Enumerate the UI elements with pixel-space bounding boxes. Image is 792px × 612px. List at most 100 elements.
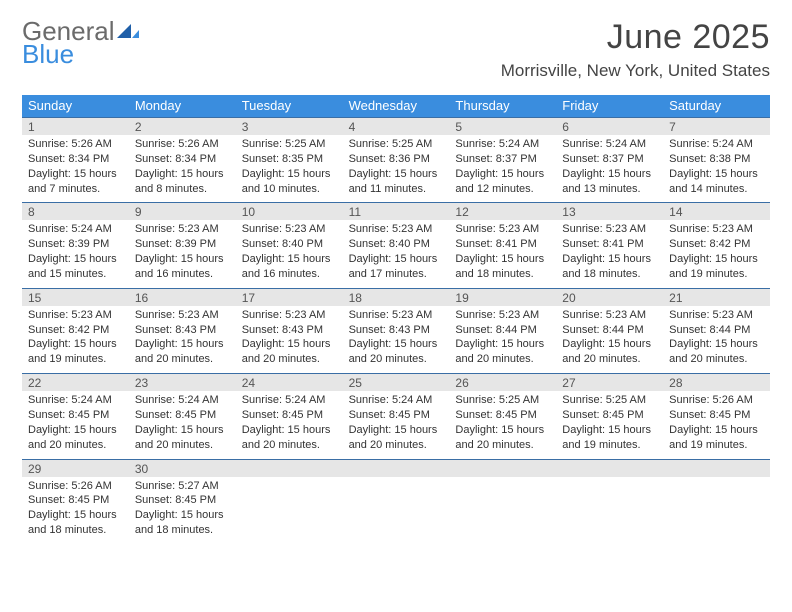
fact-line-d1: Daylight: 15 hours [242, 167, 337, 182]
day-number [663, 460, 770, 477]
fact-line-d1: Daylight: 15 hours [349, 167, 444, 182]
fact-line-d1: Daylight: 15 hours [669, 423, 764, 438]
fact-line-d1: Daylight: 15 hours [135, 167, 230, 182]
day-number: 18 [343, 289, 450, 306]
day-cell: Sunrise: 5:23 AMSunset: 8:39 PMDaylight:… [129, 220, 236, 287]
fact-line-d2: and 20 minutes. [562, 352, 657, 367]
day-number: 4 [343, 118, 450, 135]
day-number: 28 [663, 374, 770, 391]
day-cell: Sunrise: 5:23 AMSunset: 8:44 PMDaylight:… [663, 306, 770, 373]
day-cell: Sunrise: 5:23 AMSunset: 8:40 PMDaylight:… [343, 220, 450, 287]
fact-line-ss: Sunset: 8:45 PM [135, 408, 230, 423]
weekday-label: Friday [556, 95, 663, 117]
fact-line-d2: and 11 minutes. [349, 182, 444, 197]
day-facts: Sunrise: 5:24 AMSunset: 8:39 PMDaylight:… [28, 222, 123, 281]
daynum-row: 22232425262728 [22, 373, 770, 391]
fact-line-ss: Sunset: 8:34 PM [135, 152, 230, 167]
fact-line-sr: Sunrise: 5:26 AM [669, 393, 764, 408]
day-facts: Sunrise: 5:23 AMSunset: 8:42 PMDaylight:… [669, 222, 764, 281]
day-cell: Sunrise: 5:24 AMSunset: 8:37 PMDaylight:… [556, 135, 663, 202]
day-facts: Sunrise: 5:23 AMSunset: 8:44 PMDaylight:… [669, 308, 764, 367]
fact-line-d2: and 7 minutes. [28, 182, 123, 197]
day-number: 6 [556, 118, 663, 135]
fact-line-sr: Sunrise: 5:23 AM [349, 222, 444, 237]
fact-line-d1: Daylight: 15 hours [135, 423, 230, 438]
day-cell: Sunrise: 5:23 AMSunset: 8:42 PMDaylight:… [22, 306, 129, 373]
day-number: 8 [22, 203, 129, 220]
fact-line-d2: and 20 minutes. [455, 438, 550, 453]
fact-line-ss: Sunset: 8:40 PM [242, 237, 337, 252]
fact-line-d2: and 13 minutes. [562, 182, 657, 197]
fact-line-ss: Sunset: 8:39 PM [28, 237, 123, 252]
fact-line-ss: Sunset: 8:41 PM [562, 237, 657, 252]
day-number: 13 [556, 203, 663, 220]
fact-line-ss: Sunset: 8:45 PM [455, 408, 550, 423]
day-body-row: Sunrise: 5:24 AMSunset: 8:45 PMDaylight:… [22, 391, 770, 458]
fact-line-d2: and 18 minutes. [28, 523, 123, 538]
day-facts: Sunrise: 5:24 AMSunset: 8:38 PMDaylight:… [669, 137, 764, 196]
fact-line-d1: Daylight: 15 hours [135, 252, 230, 267]
day-body-row: Sunrise: 5:26 AMSunset: 8:34 PMDaylight:… [22, 135, 770, 202]
fact-line-sr: Sunrise: 5:23 AM [135, 222, 230, 237]
day-number: 12 [449, 203, 556, 220]
day-cell: Sunrise: 5:23 AMSunset: 8:41 PMDaylight:… [556, 220, 663, 287]
day-number: 27 [556, 374, 663, 391]
fact-line-d2: and 20 minutes. [349, 352, 444, 367]
fact-line-sr: Sunrise: 5:23 AM [28, 308, 123, 323]
fact-line-d2: and 20 minutes. [242, 438, 337, 453]
day-facts: Sunrise: 5:23 AMSunset: 8:40 PMDaylight:… [242, 222, 337, 281]
fact-line-d1: Daylight: 15 hours [135, 337, 230, 352]
day-body-row: Sunrise: 5:23 AMSunset: 8:42 PMDaylight:… [22, 306, 770, 373]
day-number: 10 [236, 203, 343, 220]
day-number: 7 [663, 118, 770, 135]
fact-line-d1: Daylight: 15 hours [28, 337, 123, 352]
day-cell: Sunrise: 5:24 AMSunset: 8:45 PMDaylight:… [22, 391, 129, 458]
fact-line-sr: Sunrise: 5:26 AM [28, 479, 123, 494]
weekday-label: Sunday [22, 95, 129, 117]
fact-line-sr: Sunrise: 5:24 AM [28, 393, 123, 408]
day-cell: Sunrise: 5:25 AMSunset: 8:45 PMDaylight:… [449, 391, 556, 458]
day-cell: Sunrise: 5:27 AMSunset: 8:45 PMDaylight:… [129, 477, 236, 544]
day-number: 20 [556, 289, 663, 306]
fact-line-sr: Sunrise: 5:23 AM [242, 308, 337, 323]
day-number: 15 [22, 289, 129, 306]
fact-line-d1: Daylight: 15 hours [349, 337, 444, 352]
fact-line-d1: Daylight: 15 hours [562, 423, 657, 438]
fact-line-d1: Daylight: 15 hours [242, 423, 337, 438]
day-number: 1 [22, 118, 129, 135]
day-facts: Sunrise: 5:25 AMSunset: 8:45 PMDaylight:… [455, 393, 550, 452]
day-cell: Sunrise: 5:23 AMSunset: 8:43 PMDaylight:… [343, 306, 450, 373]
fact-line-d1: Daylight: 15 hours [455, 252, 550, 267]
header: General Blue June 2025 Morrisville, New … [22, 18, 770, 81]
day-cell: Sunrise: 5:26 AMSunset: 8:34 PMDaylight:… [129, 135, 236, 202]
fact-line-ss: Sunset: 8:43 PM [135, 323, 230, 338]
fact-line-sr: Sunrise: 5:25 AM [349, 137, 444, 152]
fact-line-sr: Sunrise: 5:23 AM [455, 308, 550, 323]
fact-line-ss: Sunset: 8:44 PM [562, 323, 657, 338]
fact-line-sr: Sunrise: 5:24 AM [242, 393, 337, 408]
day-number: 26 [449, 374, 556, 391]
fact-line-ss: Sunset: 8:45 PM [242, 408, 337, 423]
fact-line-d1: Daylight: 15 hours [455, 337, 550, 352]
calendar-page: General Blue June 2025 Morrisville, New … [0, 0, 792, 612]
fact-line-sr: Sunrise: 5:23 AM [349, 308, 444, 323]
day-cell [556, 477, 663, 544]
day-cell: Sunrise: 5:24 AMSunset: 8:45 PMDaylight:… [343, 391, 450, 458]
day-facts: Sunrise: 5:23 AMSunset: 8:41 PMDaylight:… [455, 222, 550, 281]
day-facts: Sunrise: 5:25 AMSunset: 8:45 PMDaylight:… [562, 393, 657, 452]
fact-line-d1: Daylight: 15 hours [669, 167, 764, 182]
weeks-container: 1234567Sunrise: 5:26 AMSunset: 8:34 PMDa… [22, 117, 770, 544]
fact-line-d2: and 20 minutes. [135, 438, 230, 453]
day-facts: Sunrise: 5:24 AMSunset: 8:45 PMDaylight:… [242, 393, 337, 452]
day-facts: Sunrise: 5:24 AMSunset: 8:37 PMDaylight:… [455, 137, 550, 196]
day-number: 11 [343, 203, 450, 220]
fact-line-d2: and 12 minutes. [455, 182, 550, 197]
day-number: 16 [129, 289, 236, 306]
fact-line-sr: Sunrise: 5:24 AM [349, 393, 444, 408]
fact-line-d2: and 20 minutes. [349, 438, 444, 453]
fact-line-d2: and 16 minutes. [135, 267, 230, 282]
fact-line-d2: and 18 minutes. [135, 523, 230, 538]
fact-line-ss: Sunset: 8:44 PM [455, 323, 550, 338]
fact-line-d2: and 19 minutes. [28, 352, 123, 367]
day-body-row: Sunrise: 5:24 AMSunset: 8:39 PMDaylight:… [22, 220, 770, 287]
